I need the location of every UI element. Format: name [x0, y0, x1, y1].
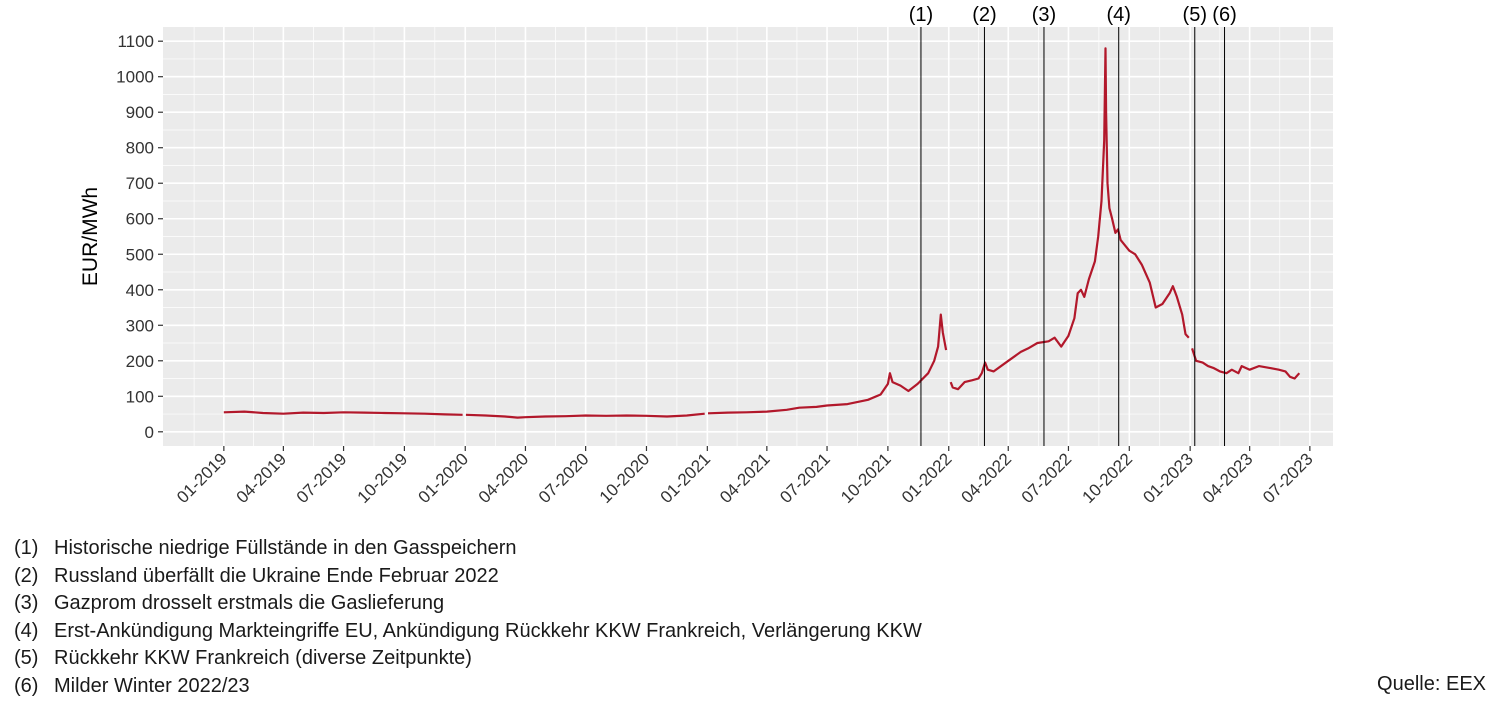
- note-1: (1) Historische niedrige Füllstände in de…: [14, 535, 922, 563]
- event-label: (3): [1032, 4, 1056, 26]
- price-line-segment: [707, 313, 948, 415]
- grid-minor: [163, 27, 1333, 446]
- y-tick-label: 100: [126, 387, 154, 406]
- event-label: (1): [909, 4, 933, 26]
- x-tick-label: 01-2019: [173, 449, 231, 507]
- x-tick-label: 01-2020: [415, 449, 473, 507]
- price-chart: (1) (2) (3) (4) (5) (6) 0 100 200 300 400 500 600 70…: [79, 4, 1333, 507]
- note-text: Gazprom drosselt erstmals die Gaslieferu…: [54, 592, 445, 614]
- price-line-segment: [465, 412, 705, 419]
- event-label: (2): [972, 4, 996, 26]
- y-tick-label: 200: [126, 352, 154, 371]
- y-tick-label: 600: [126, 210, 154, 229]
- y-tick-label: 400: [126, 281, 154, 300]
- x-tick-label: 07-2023: [1259, 449, 1317, 507]
- x-tick-label: 07-2019: [293, 449, 351, 507]
- event-label: (4): [1106, 4, 1130, 26]
- price-line-segment: [1191, 348, 1301, 380]
- note-4: (4) Erst-Ankündigung Markteingriffe EU, A…: [14, 618, 922, 646]
- x-tick-label: 04-2019: [233, 449, 291, 507]
- note-text: Erst-Ankündigung Markteingriffe EU, Ankü…: [54, 619, 922, 642]
- y-tick-label: 900: [126, 103, 154, 122]
- y-axis: 0 100 200 300 400 500 600 700 800 900 1000 1100: [116, 32, 163, 442]
- x-tick-label: 01-2023: [1139, 449, 1197, 507]
- x-tick-label: 10-2021: [837, 449, 895, 507]
- y-tick-label: 300: [126, 316, 154, 335]
- event-markers: (1) (2) (3) (4) (5) (6): [909, 4, 1237, 446]
- x-tick-label: 04-2023: [1199, 449, 1257, 507]
- y-tick-label: 1000: [116, 68, 154, 87]
- note-5: (5) Rückkehr KKW Frankreich (diverse Zeit…: [14, 645, 922, 673]
- note-6: (6) Milder Winter 2022/23: [14, 673, 922, 701]
- x-tick-label: 07-2020: [535, 449, 593, 507]
- note-number: (6): [14, 674, 39, 697]
- note-text: Rückkehr KKW Frankreich (diverse Zeitpun…: [54, 647, 472, 669]
- y-axis-label: EUR/MWh: [79, 187, 102, 286]
- x-tick-label: 10-2020: [596, 449, 654, 507]
- x-tick-label: 07-2021: [776, 449, 834, 507]
- note-number: (5): [14, 647, 39, 669]
- x-tick-label: 04-2022: [958, 449, 1016, 507]
- note-3: (3) Gazprom drosselt erstmals die Gaslief…: [14, 590, 922, 618]
- x-tick-label: 07-2022: [1018, 449, 1076, 507]
- note-text: Historische niedrige Füllstände in den G…: [54, 537, 517, 559]
- price-line-segment: [949, 47, 1190, 391]
- note-number: (2): [14, 564, 39, 587]
- note-text: Russland überfällt die Ukraine Ende Febr…: [54, 564, 499, 587]
- note-number: (3): [14, 592, 39, 614]
- y-tick-label: 0: [145, 423, 154, 442]
- x-tick-label: 04-2021: [716, 449, 774, 507]
- x-axis: 01-2019 04-2019 07-2019 10-2019 01-2020 04-20…: [173, 446, 1317, 507]
- note-2: (2) Russland überfällt die Ukraine Ende F…: [14, 563, 922, 591]
- price-line: [223, 47, 1301, 419]
- note-number: (4): [14, 619, 39, 642]
- x-tick-label: 10-2022: [1079, 449, 1137, 507]
- x-tick-label: 04-2020: [475, 449, 533, 507]
- y-tick-label: 700: [126, 174, 154, 193]
- x-tick-label: 01-2022: [898, 449, 956, 507]
- source-label: Quelle: EEX: [1377, 673, 1486, 695]
- x-tick-label: 10-2019: [354, 449, 412, 507]
- note-number: (1): [14, 537, 39, 559]
- note-text: Milder Winter 2022/23: [54, 674, 250, 697]
- y-tick-label: 1100: [117, 32, 154, 51]
- event-label: (6): [1212, 4, 1236, 26]
- y-tick-label: 500: [126, 245, 154, 264]
- y-tick-label: 800: [126, 139, 154, 158]
- price-line-segment: [223, 410, 463, 416]
- event-label: (5): [1183, 4, 1207, 26]
- event-notes: (1) Historische niedrige Füllstände in de…: [14, 535, 922, 700]
- grid-major: [163, 27, 1333, 446]
- x-tick-label: 01-2021: [657, 449, 715, 507]
